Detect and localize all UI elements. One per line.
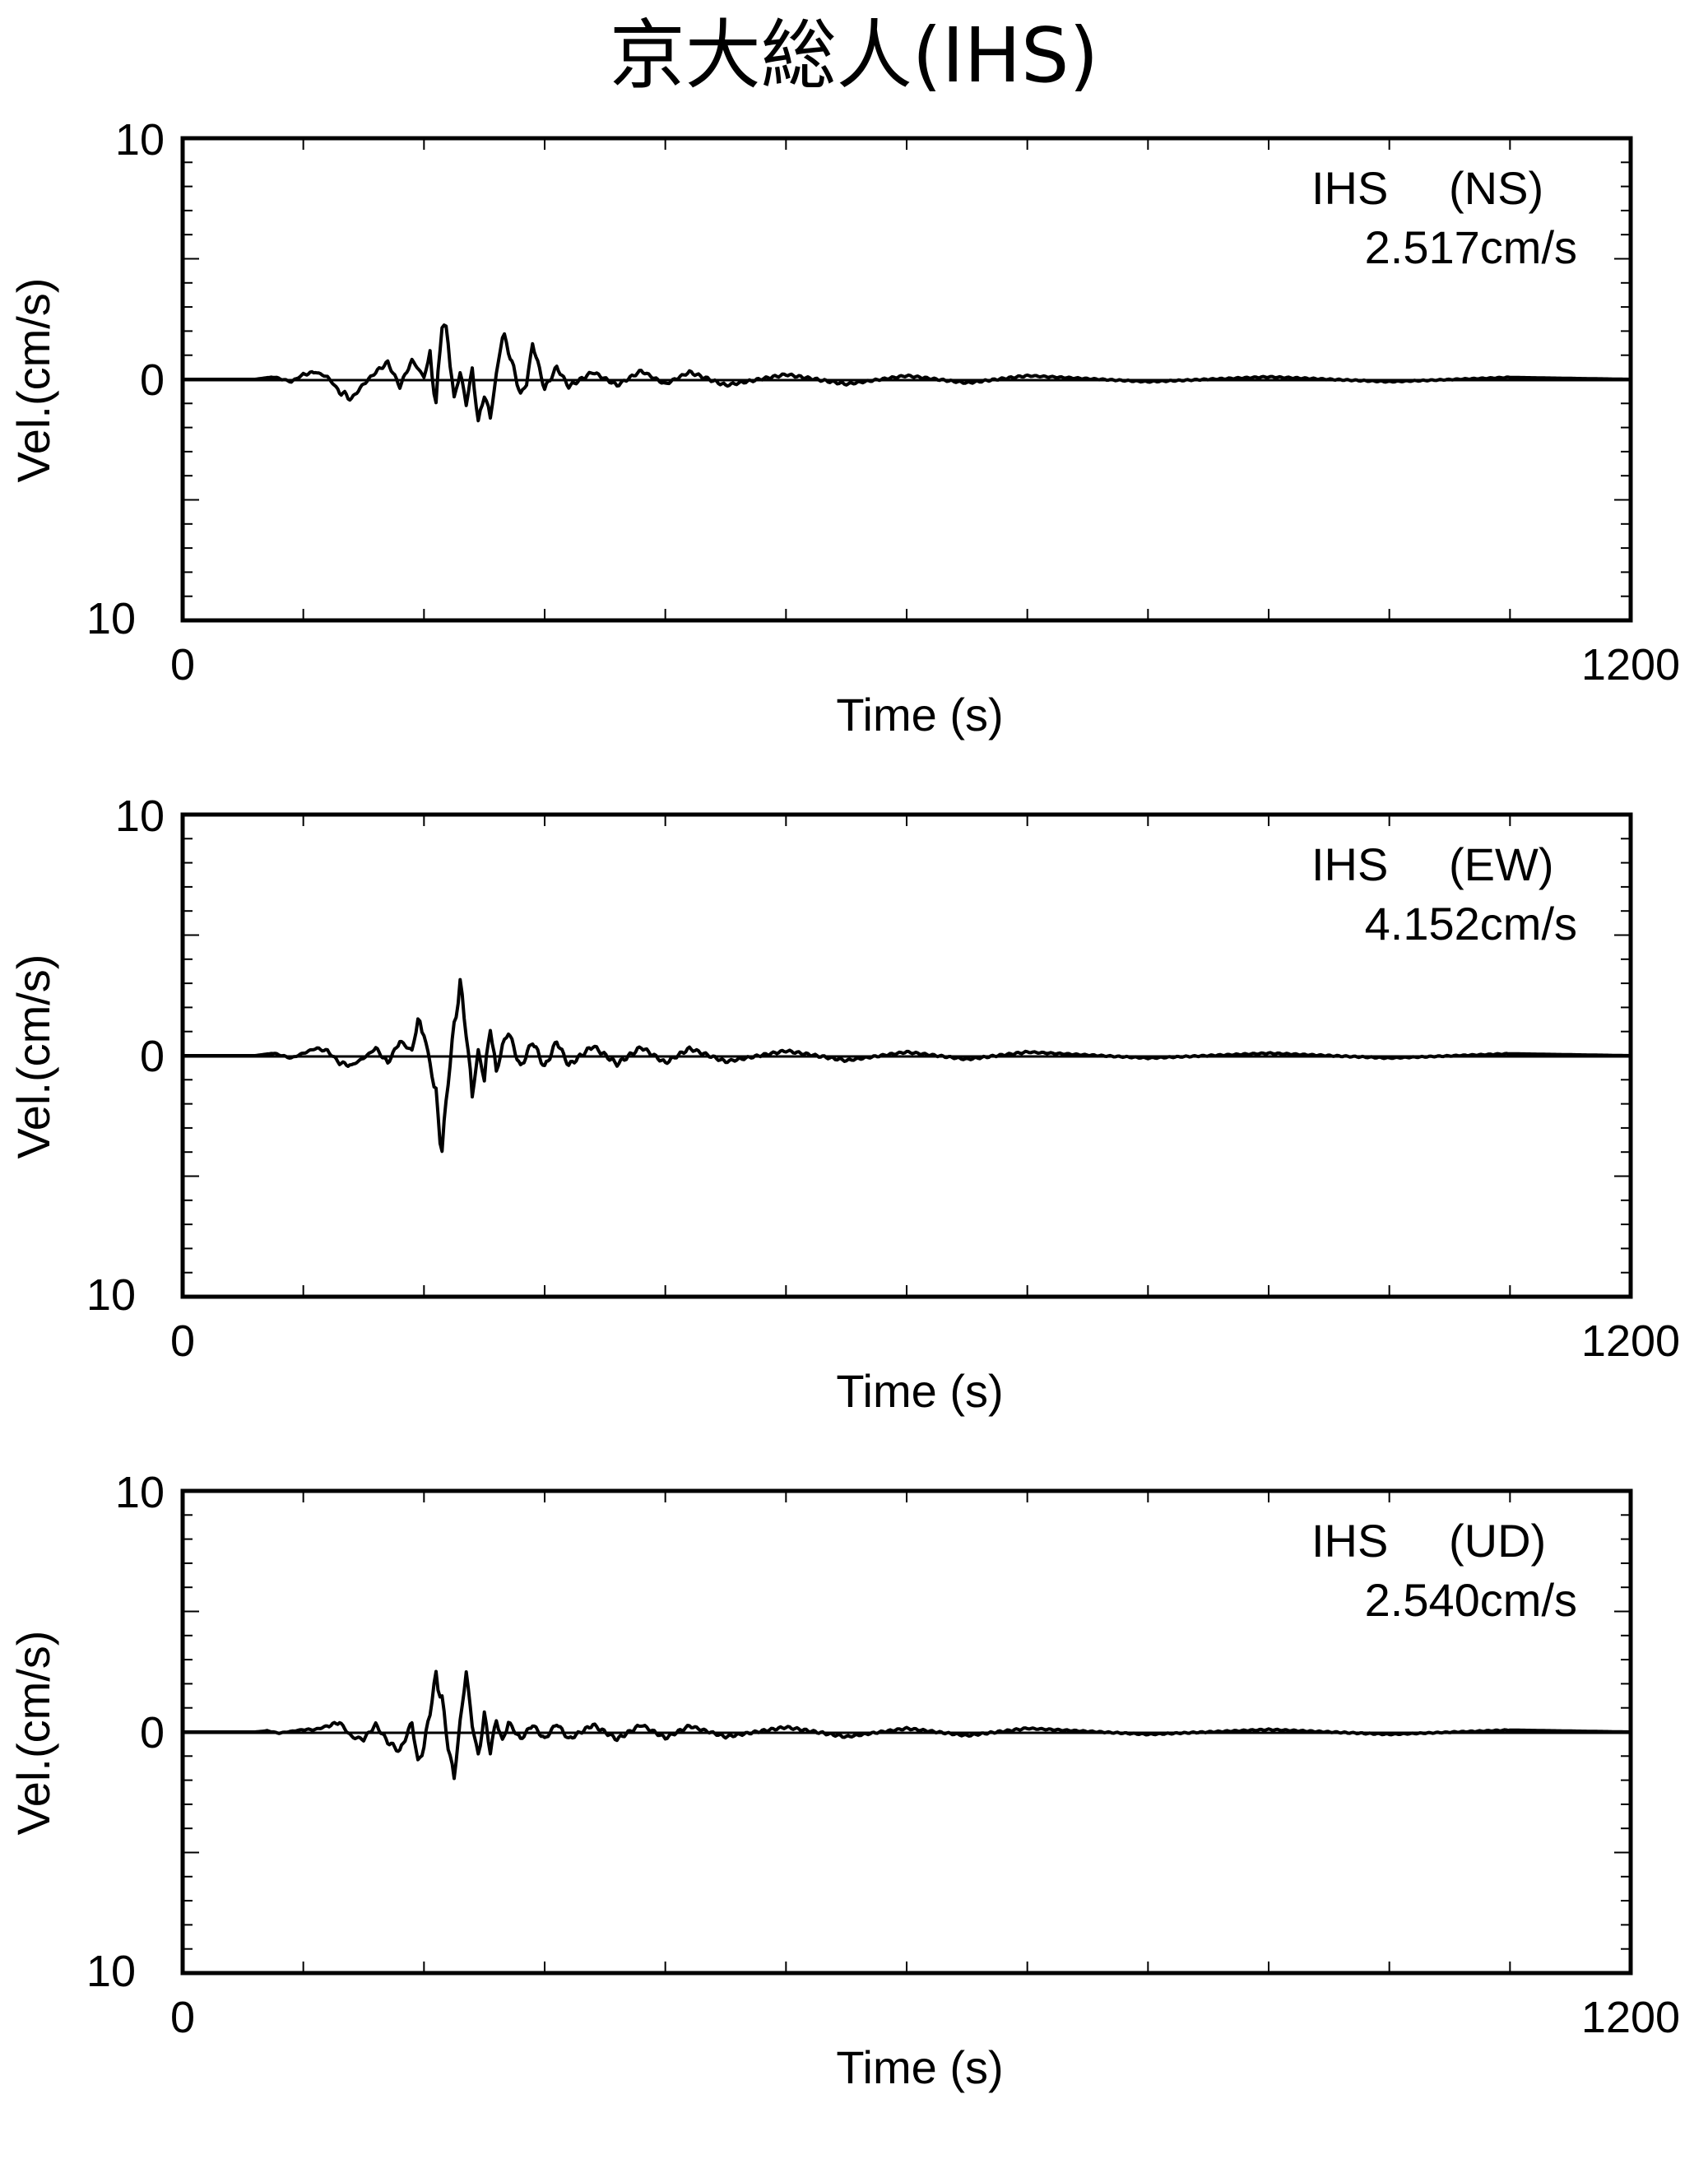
chart-panel-ew: 10 0 10 0 1200 Time (s) Vel.(cm/s) IHS (… [0,792,1708,1483]
y-axis-label: Vel.(cm/s) [7,1631,59,1836]
x-tick-end: 1200 [1581,640,1680,689]
chart-svg-ew: 10 0 10 0 1200 Time (s) Vel.(cm/s) IHS (… [7,792,1680,1417]
chart-panel-ud: 10 0 10 0 1200 Time (s) Vel.(cm/s) IHS (… [0,1468,1708,2159]
component-label: (UD) [1449,1515,1546,1567]
station-label: IHS [1311,1515,1388,1567]
waveform-trace-ew [183,977,1631,1154]
y-axis-label: Vel.(cm/s) [7,954,59,1159]
y-tick-zero: 0 [140,1708,165,1757]
y-tick-top: 10 [115,792,165,841]
plot-frame [180,1488,1633,1976]
x-axis-label: Time (s) [836,689,1003,741]
plot-frame [180,136,1633,623]
x-tick-start: 0 [170,640,195,689]
peak-velocity-label: 4.152cm/s [1365,898,1577,949]
peak-velocity-label: 2.540cm/s [1365,1574,1577,1626]
y-axis-label: Vel.(cm/s) [7,278,59,483]
chart-svg-ns: 10 0 10 0 1200 Time (s) Vel.(cm/s) IHS (… [7,115,1680,741]
plot-frame [180,812,1633,1299]
chart-svg-ud: 10 0 10 0 1200 Time (s) Vel.(cm/s) IHS (… [7,1468,1680,2093]
waveform-trace-ns [183,323,1631,423]
y-tick-bottom: 10 [86,1947,136,1996]
station-label: IHS [1311,838,1388,890]
x-tick-start: 0 [170,1993,195,2042]
x-tick-end: 1200 [1581,1993,1680,2042]
x-axis-label: Time (s) [836,1365,1003,1417]
component-label: (EW) [1449,838,1554,890]
peak-velocity-label: 2.517cm/s [1365,221,1577,273]
chart-panel-ns: 10 0 10 0 1200 Time (s) Vel.(cm/s) IHS (… [0,115,1708,806]
y-tick-zero: 0 [140,1032,165,1081]
y-tick-bottom: 10 [86,1270,136,1320]
page-title: 京大総人(IHS) [609,12,1099,100]
x-tick-end: 1200 [1581,1316,1680,1366]
y-tick-top: 10 [115,115,165,165]
waveform-trace-ud [183,1669,1631,1781]
y-tick-top: 10 [115,1468,165,1517]
station-label: IHS [1311,162,1388,214]
y-tick-bottom: 10 [86,594,136,643]
x-tick-start: 0 [170,1316,195,1366]
x-axis-label: Time (s) [836,2041,1003,2093]
y-tick-zero: 0 [140,355,165,405]
component-label: (NS) [1449,162,1543,214]
